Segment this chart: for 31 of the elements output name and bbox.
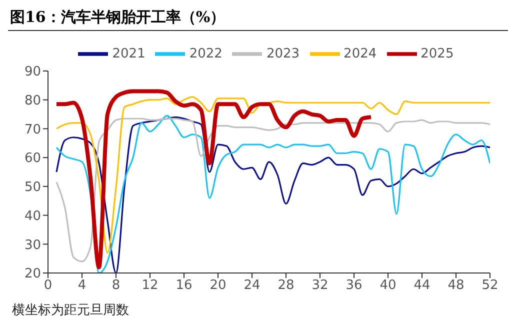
y-tick-label: 30 bbox=[24, 238, 41, 253]
x-tick-label: 12 bbox=[142, 278, 158, 294]
x-tick-label: 4 bbox=[78, 278, 86, 294]
y-tick-label: 40 bbox=[24, 208, 41, 224]
text: 横坐标为距元旦周数 bbox=[12, 303, 129, 318]
x-tick-label: 0 bbox=[44, 278, 52, 294]
y-tick-label: 80 bbox=[24, 93, 41, 108]
y-tick-label: 90 bbox=[24, 64, 41, 80]
line-series bbox=[56, 96, 490, 254]
y-tick-label: 60 bbox=[24, 151, 41, 166]
x-tick-label: 32 bbox=[312, 278, 328, 294]
x-tick-label: 24 bbox=[244, 278, 260, 294]
x-tick-label: 20 bbox=[210, 278, 226, 294]
chart-title: 图16：汽车半钢胎开工率（%） bbox=[8, 8, 508, 31]
x-tick-label: 28 bbox=[278, 278, 294, 294]
legend-label: 2022 bbox=[189, 46, 222, 62]
x-tick-label: 40 bbox=[380, 278, 396, 294]
legend-label: 2023 bbox=[266, 46, 300, 62]
x-tick-label: 52 bbox=[482, 278, 498, 294]
x-tick-label: 16 bbox=[176, 278, 192, 294]
x-tick-label: 36 bbox=[346, 278, 362, 294]
legend-label: 2025 bbox=[420, 46, 454, 62]
line-series bbox=[54, 89, 373, 270]
x-tick-label: 44 bbox=[414, 278, 430, 294]
legend-label: 2024 bbox=[344, 46, 377, 62]
y-tick-label: 70 bbox=[24, 122, 41, 138]
legend-label: 2021 bbox=[112, 46, 146, 62]
y-tick-label: 50 bbox=[24, 180, 41, 196]
y-tick-label: 20 bbox=[24, 266, 41, 282]
x-tick-label: 48 bbox=[448, 278, 464, 294]
x-tick-label: 8 bbox=[112, 278, 120, 294]
